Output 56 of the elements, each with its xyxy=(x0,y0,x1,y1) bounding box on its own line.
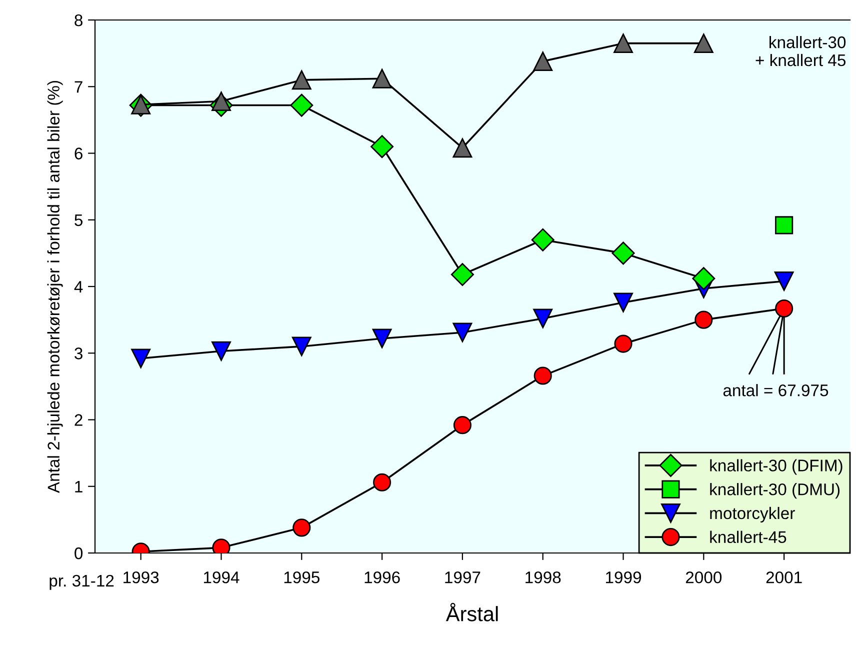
point xyxy=(292,336,312,356)
annotation: antal = 67.975 xyxy=(723,384,828,396)
y-tick-label: 1 xyxy=(75,480,82,492)
point xyxy=(694,310,713,329)
x-tick-label: 1998 xyxy=(526,571,561,584)
point xyxy=(694,34,714,54)
x-axis-title: Årstal xyxy=(446,602,498,622)
legend-label: knallert-30 (DFIM) xyxy=(710,459,842,475)
point xyxy=(533,308,553,328)
point xyxy=(450,263,474,286)
annotation: knallert-30 + knallert 45 xyxy=(756,36,846,66)
point xyxy=(131,348,151,368)
point xyxy=(212,341,231,361)
point xyxy=(612,242,635,265)
point xyxy=(370,135,394,158)
point xyxy=(614,334,632,353)
point xyxy=(533,52,553,72)
point xyxy=(452,138,472,158)
text: pr. 31-12 xyxy=(50,574,114,590)
y-tick-label: 2 xyxy=(74,414,82,426)
x-tick-label: 1996 xyxy=(364,571,400,584)
point xyxy=(290,94,314,117)
y-tick-label: 3 xyxy=(74,348,82,360)
x-tick-label: 1993 xyxy=(124,571,159,584)
y-tick-label: 5 xyxy=(74,214,82,226)
point xyxy=(452,322,472,342)
y-tick-label: 6 xyxy=(74,148,82,160)
point xyxy=(453,416,472,434)
legend-label: motorcykler xyxy=(710,506,795,522)
point xyxy=(531,228,554,252)
point xyxy=(373,473,392,492)
point xyxy=(614,292,633,312)
legend-label: knallert-45 xyxy=(710,530,786,544)
point xyxy=(372,328,392,348)
point xyxy=(292,70,312,90)
y-tick-label: 4 xyxy=(74,281,83,293)
point xyxy=(614,34,633,54)
point xyxy=(774,271,794,291)
point xyxy=(212,92,231,112)
x-tick-label: 1994 xyxy=(204,571,240,584)
point xyxy=(692,267,716,290)
point xyxy=(292,518,311,537)
x-tick-label: 2001 xyxy=(766,571,802,584)
y-tick-label: 7 xyxy=(74,81,82,93)
x-tick-label: 1997 xyxy=(445,571,480,584)
y-tick-label: 0 xyxy=(74,547,83,560)
point xyxy=(534,366,552,385)
y-tick-label: 8 xyxy=(74,14,82,26)
x-tick-label: 1999 xyxy=(606,571,642,584)
point xyxy=(775,299,794,318)
y-axis-title: Antal 2-hjulede motorkøretøjer i forhold til antal biler (%) xyxy=(47,80,63,494)
point xyxy=(775,216,794,234)
point xyxy=(372,68,392,88)
x-tick-label: 2000 xyxy=(686,571,722,584)
legend-label: knallert-30 (DMU) xyxy=(710,483,840,499)
x-tick-label: 1995 xyxy=(284,571,320,584)
